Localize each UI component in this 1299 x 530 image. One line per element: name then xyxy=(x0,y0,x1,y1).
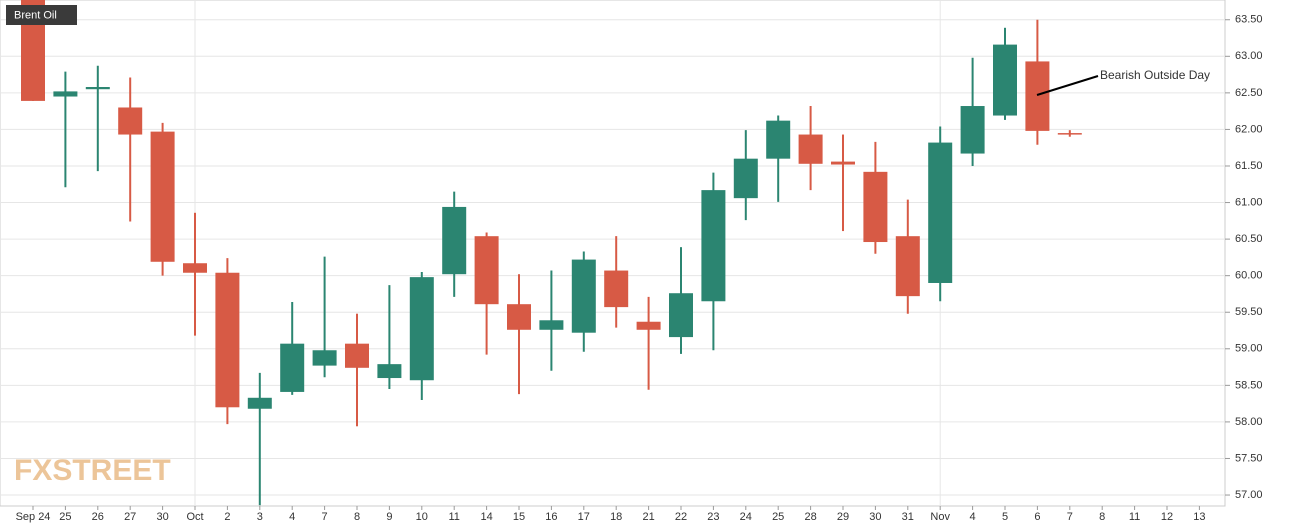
candle-body xyxy=(409,277,434,381)
x-tick-label: 25 xyxy=(59,511,71,523)
x-tick-label: 5 xyxy=(1002,511,1008,523)
y-tick-label: 60.00 xyxy=(1235,270,1263,282)
candle-body xyxy=(53,91,78,97)
annotation: Bearish Outside Day xyxy=(1100,68,1210,82)
x-tick-label: 29 xyxy=(837,511,849,523)
x-tick-label: 27 xyxy=(124,511,136,523)
x-tick-label: 30 xyxy=(156,511,168,523)
y-tick-label: 57.00 xyxy=(1235,489,1263,501)
candle-body xyxy=(474,236,499,305)
x-tick-label: 21 xyxy=(642,511,654,523)
x-tick-label: 6 xyxy=(1034,511,1040,523)
y-tick-label: 59.00 xyxy=(1235,343,1263,355)
x-tick-label: 7 xyxy=(1067,511,1073,523)
candle-body xyxy=(993,44,1017,116)
candle-body xyxy=(604,270,629,308)
x-tick-label: 14 xyxy=(480,511,492,523)
candle-body xyxy=(928,142,953,283)
y-tick-label: 61.00 xyxy=(1235,196,1263,208)
x-tick-label: 24 xyxy=(740,511,752,523)
x-tick-label: 26 xyxy=(92,511,104,523)
x-tick-label: Oct xyxy=(186,511,203,523)
x-tick-label: 4 xyxy=(970,511,976,523)
candle-body xyxy=(312,350,337,366)
y-tick-label: 60.50 xyxy=(1235,233,1263,245)
candle-body xyxy=(507,304,531,330)
candle-body xyxy=(247,397,272,409)
y-tick-label: 58.50 xyxy=(1235,379,1263,391)
x-tick-label: 8 xyxy=(1099,511,1105,523)
candle-body xyxy=(183,263,207,273)
y-tick-label: 63.00 xyxy=(1235,50,1263,62)
candle-body xyxy=(831,161,855,165)
chart-title: Brent Oil xyxy=(14,9,57,21)
y-tick-label: 61.50 xyxy=(1235,160,1263,172)
y-tick-label: 57.50 xyxy=(1235,452,1263,464)
annotation-line xyxy=(1036,75,1099,96)
x-tick-label: 15 xyxy=(513,511,525,523)
x-tick-label: 30 xyxy=(869,511,881,523)
candle-body xyxy=(118,107,143,135)
x-tick-label: 22 xyxy=(675,511,687,523)
x-tick-label: 11 xyxy=(1129,511,1140,523)
candle-body xyxy=(960,106,985,154)
y-tick-label: 62.00 xyxy=(1235,123,1263,135)
x-tick-label: 10 xyxy=(416,511,428,523)
candle-body xyxy=(150,131,175,262)
x-tick-label: 12 xyxy=(1161,511,1173,523)
y-tick-label: 59.50 xyxy=(1235,306,1263,318)
candle-body xyxy=(215,272,240,408)
watermark: FXSTREET xyxy=(14,454,171,487)
candle-body xyxy=(85,87,110,90)
x-tick-label: 28 xyxy=(804,511,816,523)
candle-body xyxy=(280,343,305,392)
candle-body xyxy=(863,171,888,243)
candle-body xyxy=(377,364,402,379)
candle-body xyxy=(1057,133,1082,135)
y-tick-label: 62.50 xyxy=(1235,87,1263,99)
x-tick-label: 23 xyxy=(707,511,719,523)
y-tick-label: 58.00 xyxy=(1235,416,1263,428)
x-tick-label: 8 xyxy=(354,511,360,523)
y-tick-label: 63.50 xyxy=(1235,14,1263,26)
x-tick-label: 9 xyxy=(386,511,392,523)
title-box xyxy=(6,5,77,25)
candle-body xyxy=(442,206,467,275)
candle-body xyxy=(669,293,693,338)
candle-body xyxy=(636,321,661,330)
candle-body xyxy=(1025,61,1050,131)
candle-body xyxy=(701,190,726,302)
x-tick-label: 16 xyxy=(545,511,557,523)
x-tick-label: Nov xyxy=(930,511,950,523)
x-tick-label: Sep 24 xyxy=(16,511,51,523)
candle-body xyxy=(539,320,564,330)
candle-body xyxy=(571,259,596,333)
candle-body xyxy=(345,343,369,368)
x-tick-label: 2 xyxy=(224,511,230,523)
candle-body xyxy=(895,236,920,297)
candle-body xyxy=(733,158,758,199)
x-tick-label: 11 xyxy=(448,511,459,523)
x-tick-label: 31 xyxy=(902,511,914,523)
x-tick-label: 17 xyxy=(578,511,590,523)
x-tick-label: 4 xyxy=(289,511,295,523)
x-tick-label: 13 xyxy=(1193,511,1205,523)
candle-body xyxy=(766,120,791,159)
x-tick-label: 18 xyxy=(610,511,622,523)
x-tick-label: 7 xyxy=(322,511,328,523)
candle-body xyxy=(798,134,823,164)
x-tick-label: 3 xyxy=(257,511,263,523)
x-tick-label: 25 xyxy=(772,511,784,523)
